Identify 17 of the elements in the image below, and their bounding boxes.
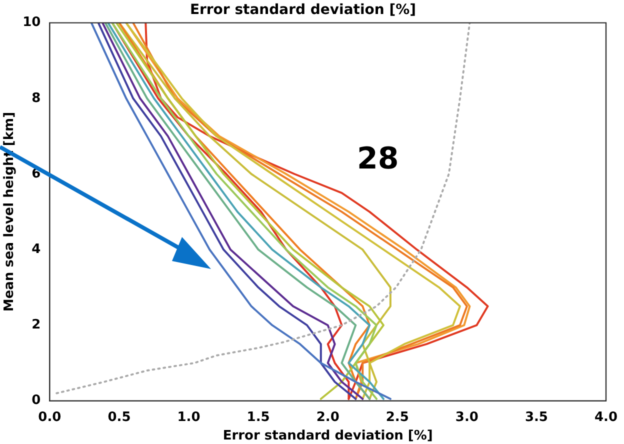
x-tick-label: 4.0 xyxy=(594,410,618,425)
x-tick-label: 1.5 xyxy=(246,410,270,425)
x-tick-label: 0.0 xyxy=(38,410,62,425)
x-tick-label: 1.0 xyxy=(177,410,200,425)
x-tick-label: 3.0 xyxy=(455,410,478,425)
y-tick-label: 10 xyxy=(22,15,41,30)
x-tick-label: 2.5 xyxy=(386,410,409,425)
y-tick-label: 2 xyxy=(32,318,41,333)
x-tick-label: 3.5 xyxy=(524,410,548,425)
y-tick-label: 4 xyxy=(32,242,41,257)
annotation: 28 xyxy=(357,141,399,176)
y-tick-label: 0 xyxy=(32,393,41,408)
y-tick-label: 8 xyxy=(32,90,41,106)
x-axis-title: Error standard deviation [%] xyxy=(222,428,433,444)
x-tick-label: 0.5 xyxy=(108,410,131,425)
x-tick-label: 2.0 xyxy=(316,410,340,425)
chart-title: Error standard deviation [%] xyxy=(190,2,416,18)
